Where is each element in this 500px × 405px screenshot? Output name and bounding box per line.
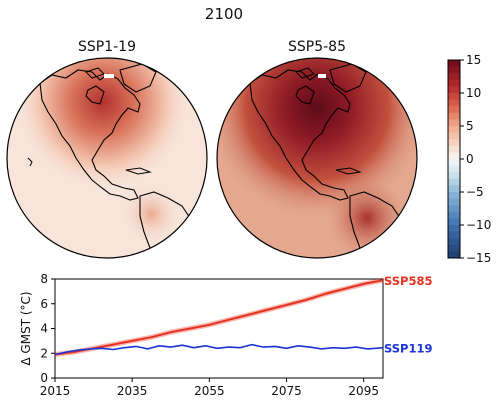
colorbar-segment xyxy=(448,225,460,233)
figure-title: 2100 xyxy=(204,5,244,23)
y-tick-label: 0 xyxy=(40,371,48,385)
y-tick-label: 4 xyxy=(40,322,48,336)
colorbar-segment xyxy=(448,132,460,140)
x-tick-label: 2075 xyxy=(271,384,302,398)
colorbar-tick-label: −15 xyxy=(466,251,491,265)
series-line-ssp119 xyxy=(54,343,384,356)
colorbar: 15 10 5 0 −5 −10 −15 xyxy=(447,53,491,265)
colorbar-segment xyxy=(448,73,460,81)
x-tick-label: 2095 xyxy=(348,384,379,398)
colorbar-segment xyxy=(448,251,460,259)
x-tick-label: 2055 xyxy=(194,384,225,398)
colorbar-segment xyxy=(448,178,460,186)
colorbar-segment xyxy=(448,93,460,101)
colorbar-segment xyxy=(448,112,460,120)
colorbar-tick-label: 15 xyxy=(466,53,481,67)
colorbar-segment xyxy=(448,159,460,167)
series-line-ssp585 xyxy=(54,279,384,356)
x-tick-label: 2035 xyxy=(117,384,148,398)
colorbar-segment xyxy=(448,66,460,74)
colorbar-tick-label: 5 xyxy=(466,119,474,133)
series-label-ssp585: SSP585 xyxy=(384,274,432,288)
colorbar-tick-label: −10 xyxy=(466,218,491,232)
x-tick-label: 2015 xyxy=(40,384,71,398)
colorbar-segment xyxy=(448,192,460,200)
y-axis-label: Δ GMST (°C) xyxy=(19,291,33,365)
map-title-ssp119: SSP1-19 xyxy=(78,39,136,55)
colorbar-segment xyxy=(448,139,460,147)
colorbar-segment xyxy=(448,165,460,173)
colorbar-segment xyxy=(448,86,460,94)
y-tick-label: 6 xyxy=(40,297,48,311)
colorbar-segment xyxy=(448,205,460,213)
colorbar-segment xyxy=(448,198,460,206)
colorbar-segment xyxy=(448,119,460,127)
colorbar-segment xyxy=(448,152,460,160)
colorbar-segment xyxy=(448,172,460,180)
colorbar-segment xyxy=(448,126,460,134)
colorbar-segment xyxy=(448,60,460,68)
colorbar-segment xyxy=(448,231,460,239)
colorbar-segment xyxy=(448,185,460,193)
colorbar-tick-label: 0 xyxy=(466,152,474,166)
colorbar-segment xyxy=(448,99,460,107)
colorbar-segment xyxy=(448,106,460,114)
colorbar-segment xyxy=(448,79,460,87)
y-tick-label: 8 xyxy=(40,272,48,286)
colorbar-tick-label: 10 xyxy=(466,86,481,100)
series-label-ssp119: SSP119 xyxy=(384,342,432,356)
colorbar-segment xyxy=(448,211,460,219)
map-title-ssp585: SSP5-85 xyxy=(288,39,346,55)
colorbar-segment xyxy=(448,238,460,246)
colorbar-segment xyxy=(448,145,460,153)
globe-ssp585 xyxy=(216,57,418,259)
colorbar-segment xyxy=(448,218,460,226)
y-tick-label: 2 xyxy=(40,346,48,360)
colorbar-tick-label: −5 xyxy=(466,185,484,199)
colorbar-segment xyxy=(448,244,460,252)
globe-ssp119 xyxy=(6,57,208,259)
